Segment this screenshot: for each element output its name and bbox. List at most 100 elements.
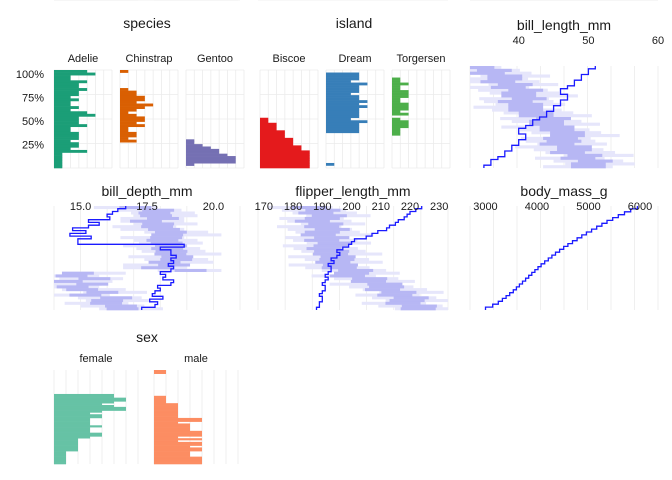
island-biscoe-bar bbox=[260, 127, 277, 131]
species-adelie-bar bbox=[54, 147, 71, 151]
flipper-length-band-outer-step bbox=[329, 282, 394, 286]
species-chinstrap-bars bbox=[120, 70, 154, 143]
flipper-length-band-inner-step bbox=[294, 219, 330, 223]
flipper-length-band-inner-step bbox=[305, 208, 341, 212]
panel-body-mass: 3000 4000 5000 6000 body_mass_g bbox=[469, 0, 659, 310]
species-adelie-bar bbox=[54, 72, 96, 76]
sex-female-bar bbox=[54, 417, 90, 421]
island-torgersen-bar bbox=[392, 125, 409, 129]
sex-female-strip-label: female bbox=[79, 353, 112, 365]
species-adelie-bar bbox=[54, 113, 96, 117]
flipper-length-tick-label: 210 bbox=[372, 201, 390, 213]
flipper-length-band-inner-step bbox=[304, 238, 340, 242]
sex-male-bar bbox=[154, 405, 178, 408]
body-mass-title: body_mass_g bbox=[520, 183, 607, 199]
flipper-length-band-inner-step bbox=[314, 227, 350, 231]
island-dream-bar bbox=[326, 97, 360, 101]
flipper-length-band-inner-step bbox=[322, 263, 358, 267]
bill-length-band-outer-step bbox=[473, 105, 544, 109]
species-gentoo-bar bbox=[186, 158, 236, 162]
sex-male-bar bbox=[154, 423, 190, 426]
species-adelie-bar bbox=[54, 116, 79, 120]
bill-depth-tick-label: 15.0 bbox=[70, 201, 91, 213]
bill-length-band-outer-step bbox=[530, 122, 600, 126]
bill-length-band-inner-step bbox=[539, 142, 575, 146]
sex-male-bar bbox=[154, 436, 178, 439]
island-torgersen-bar bbox=[392, 107, 409, 111]
species-adelie-bar bbox=[54, 165, 63, 169]
island-biscoe-strip-label: Biscoe bbox=[272, 53, 305, 65]
bill-length-band-inner-step bbox=[546, 139, 582, 143]
sex-female-bar bbox=[54, 436, 90, 439]
island-biscoe-bars bbox=[260, 117, 310, 169]
bill-depth-band-inner-step bbox=[151, 233, 184, 237]
sex-male-bar bbox=[154, 458, 202, 461]
sex-female-bar bbox=[54, 451, 66, 454]
species-chinstrap-bar bbox=[120, 124, 145, 128]
bill-length-band-outer-step bbox=[508, 94, 578, 98]
sex-male-bar bbox=[154, 412, 178, 415]
island-dream-bar bbox=[326, 115, 360, 119]
bill-length-band-inner-step bbox=[529, 119, 564, 123]
panel-species: species Adelie Chinstrap Gentoo 100% 75% 50% 25… bbox=[16, 15, 245, 169]
flipper-length-band-inner bbox=[291, 206, 437, 311]
sex-male-bar bbox=[154, 399, 166, 402]
island-torgersen-bar bbox=[392, 112, 409, 116]
species-gentoo-bar bbox=[186, 163, 195, 166]
sex-male-bar bbox=[154, 440, 178, 443]
species-adelie-bar bbox=[54, 124, 88, 128]
bill-depth-band-inner-step bbox=[119, 206, 152, 210]
bill-depth-band-inner-step bbox=[105, 304, 137, 308]
island-torgersen-strip-label: Torgersen bbox=[397, 53, 446, 65]
body-mass-grid bbox=[469, 0, 659, 310]
island-torgersen-bars bbox=[392, 77, 409, 136]
sex-male-bar bbox=[154, 462, 202, 465]
bill-depth-band-inner-step bbox=[61, 271, 94, 275]
sex-male-bar bbox=[154, 445, 190, 448]
sex-male-bar bbox=[154, 397, 166, 400]
species-chinstrap-bar bbox=[120, 119, 145, 122]
species-adelie-bar bbox=[54, 95, 71, 99]
bill-length-band-inner-step bbox=[518, 114, 554, 118]
sex-male-bar bbox=[154, 438, 202, 441]
island-dream-bar bbox=[326, 110, 360, 114]
island-dream-bar bbox=[326, 122, 360, 126]
island-dream-bar bbox=[326, 127, 360, 131]
flipper-length-tick-label: 230 bbox=[430, 201, 448, 213]
bill-depth-band-outer-step bbox=[54, 279, 113, 283]
species-chinstrap-bar bbox=[120, 106, 145, 109]
sex-male-bar bbox=[154, 371, 166, 374]
species-adelie-bar bbox=[54, 157, 63, 161]
flipper-length-band-inner-step bbox=[315, 260, 351, 264]
flipper-length-band-inner-step bbox=[401, 304, 437, 308]
species-adelie-bar bbox=[54, 98, 79, 102]
bill-length-band-outer-step bbox=[522, 114, 592, 118]
species-gentoo-bars bbox=[186, 139, 236, 166]
sex-female-bar bbox=[54, 406, 126, 410]
island-biscoe-bar bbox=[260, 140, 294, 144]
flipper-length-band-inner-step bbox=[314, 249, 350, 253]
sex-female-bar bbox=[54, 425, 102, 428]
island-torgersen-bar bbox=[392, 110, 401, 114]
sex-male-bar bbox=[154, 419, 202, 422]
bill-depth-band-inner-step bbox=[174, 268, 207, 272]
island-torgersen-bar bbox=[392, 130, 401, 134]
island-torgersen-bar bbox=[392, 102, 409, 106]
sex-male-bar bbox=[154, 395, 166, 398]
bill-depth-band-inner-step bbox=[141, 266, 174, 270]
bill-depth-band-inner-step bbox=[150, 241, 183, 245]
species-chinstrap-bar bbox=[120, 100, 137, 104]
bill-depth-band-inner bbox=[54, 206, 207, 311]
species-chinstrap-bar bbox=[120, 116, 145, 120]
sex-female-bar bbox=[54, 399, 126, 402]
bill-depth-band-outer-step bbox=[157, 252, 222, 256]
bill-length-tick-label: 40 bbox=[513, 35, 525, 47]
species-adelie-bar bbox=[54, 137, 79, 140]
sex-male-bar bbox=[154, 406, 178, 410]
sex-female-bar bbox=[54, 441, 78, 445]
sex-male-bar bbox=[154, 456, 202, 459]
flipper-length-band-inner-step bbox=[311, 214, 347, 218]
species-adelie-bar bbox=[54, 88, 88, 91]
island-biscoe-bar bbox=[260, 125, 277, 129]
